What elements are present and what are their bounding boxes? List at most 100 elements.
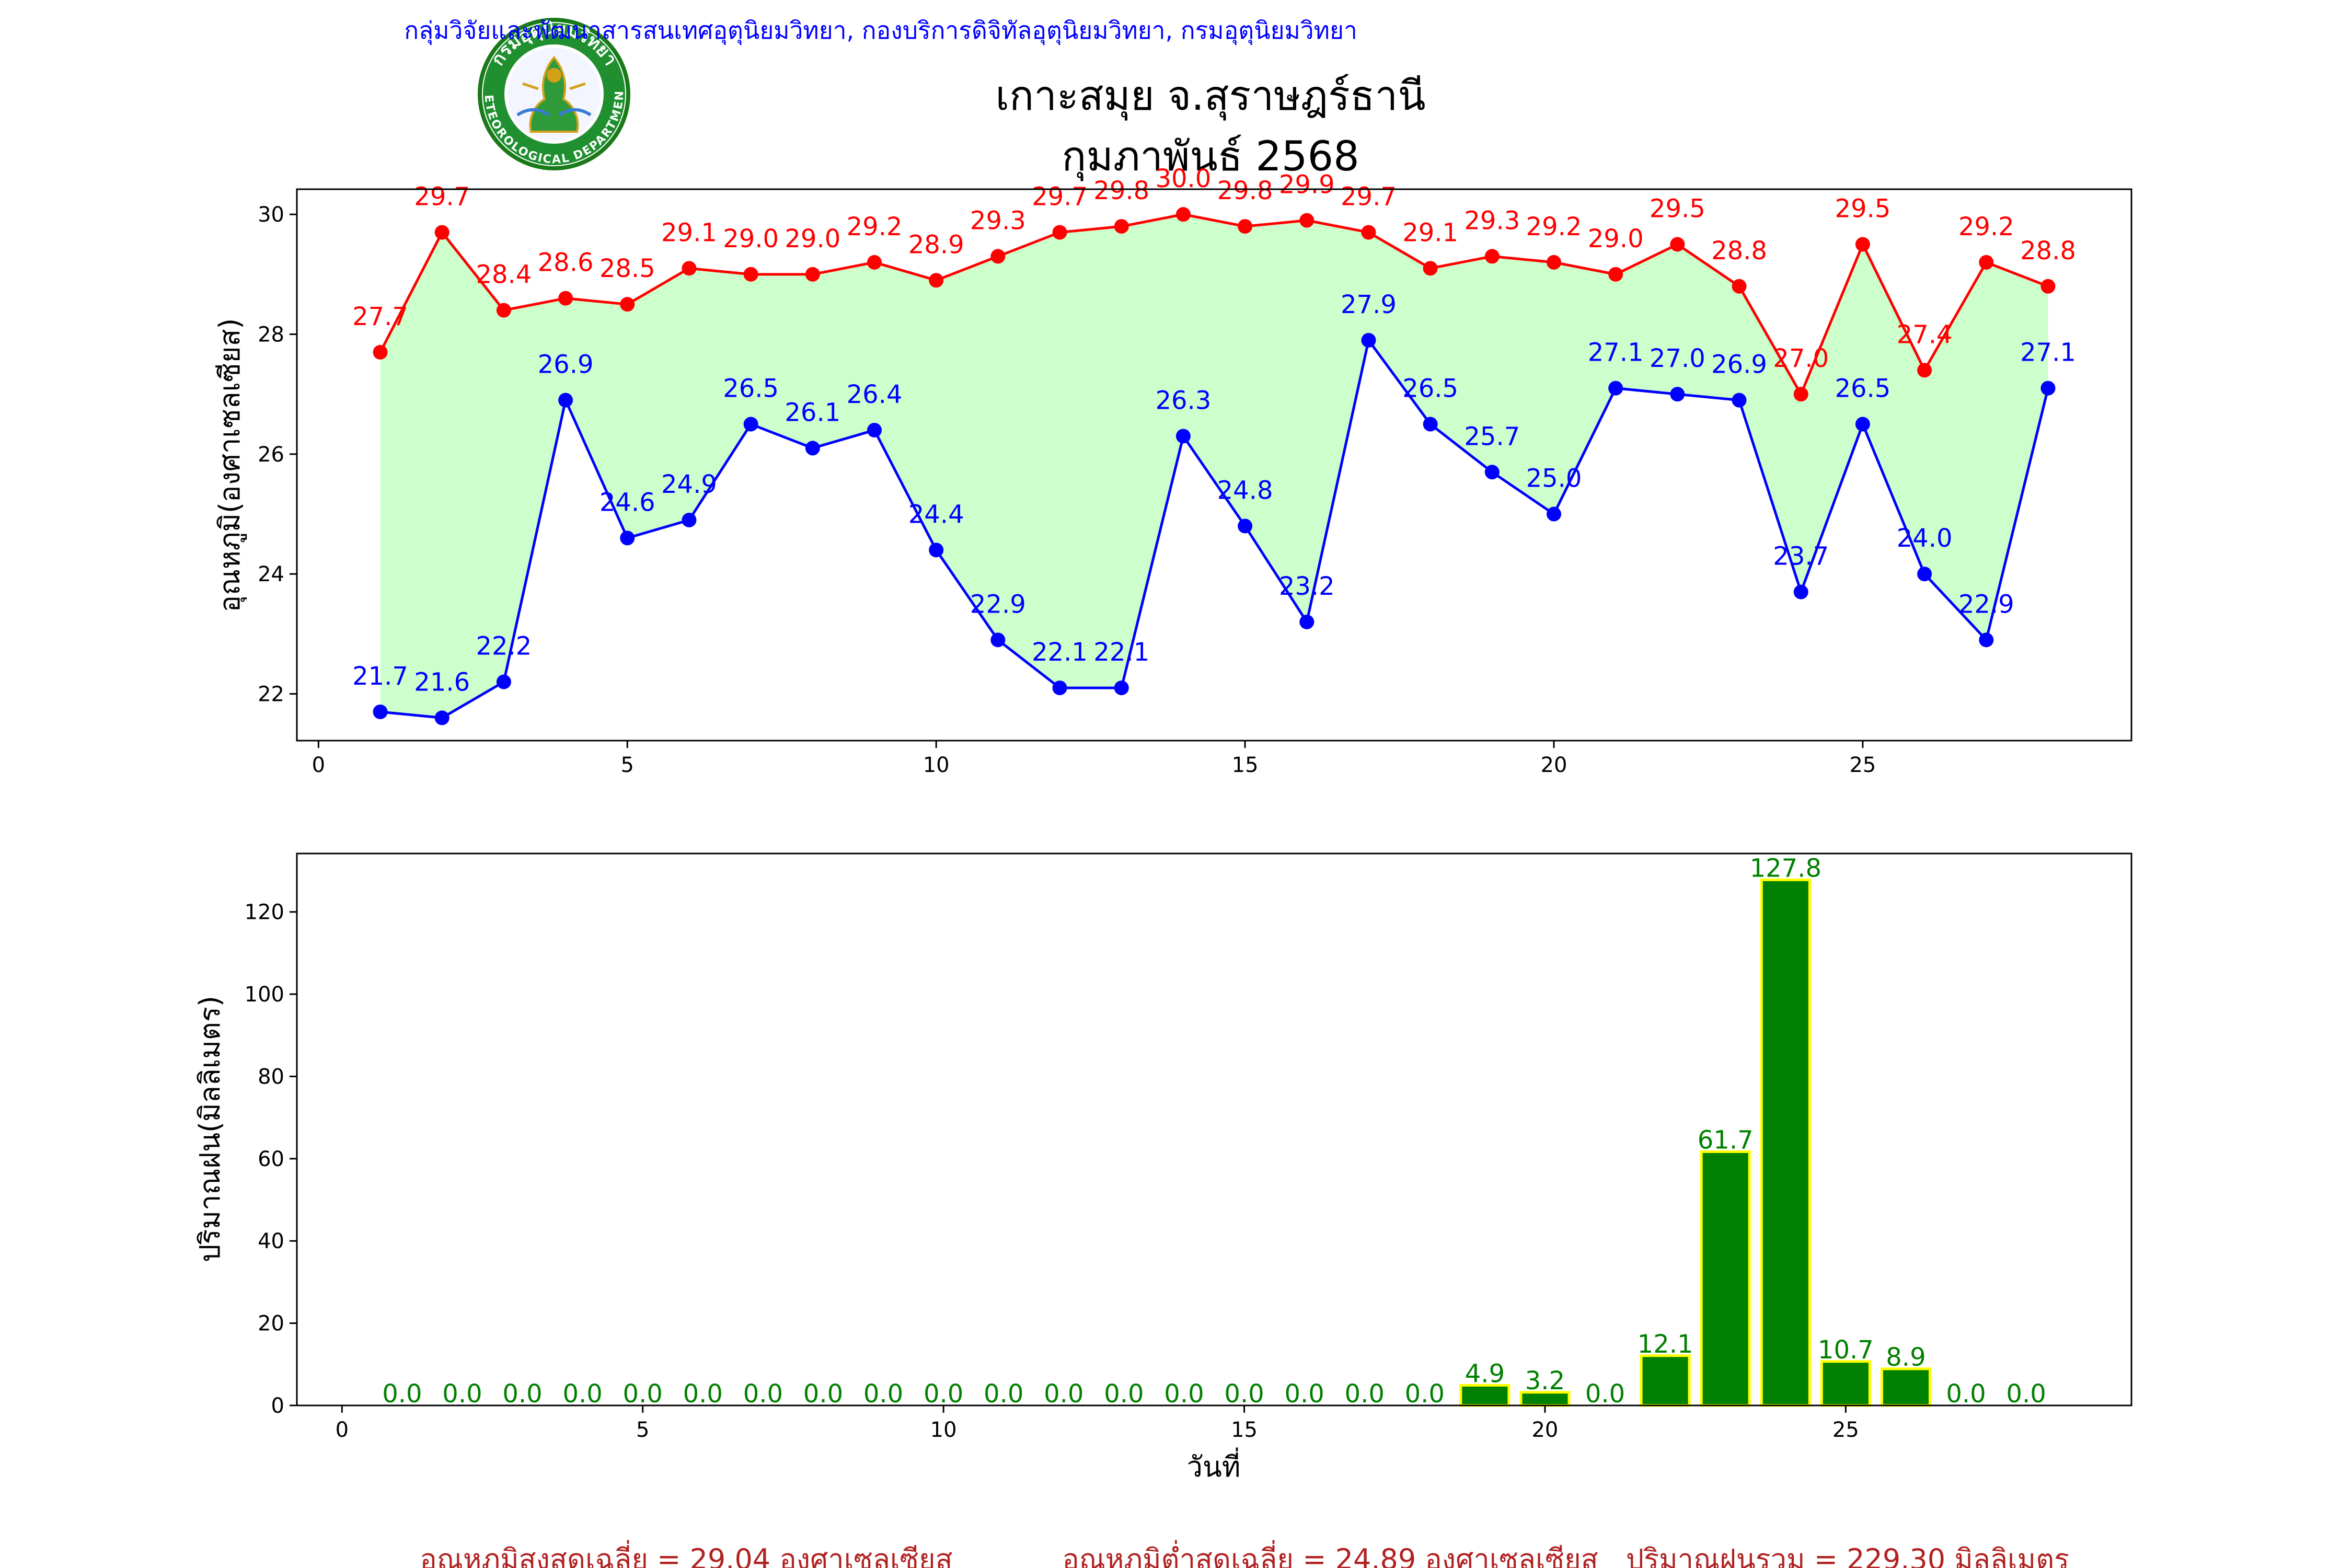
max-temperature-point — [1114, 219, 1129, 234]
max-temperature-label: 27.4 — [1897, 320, 1953, 349]
min-temperature-point — [1732, 393, 1747, 408]
x-tick-label: 10 — [930, 1418, 957, 1442]
min-temperature-point — [1114, 681, 1129, 696]
rainfall-label: 61.7 — [1698, 1125, 1754, 1155]
min-temperature-label: 27.1 — [2020, 338, 2076, 367]
rainfall-bar — [1760, 878, 1811, 1407]
max-temperature-label: 28.8 — [2020, 236, 2076, 266]
min-temperature-label: 26.4 — [847, 380, 903, 409]
x-tick-label: 5 — [636, 1418, 649, 1442]
y-tick-label: 20 — [258, 1312, 284, 1336]
min-temperature-point — [2040, 381, 2056, 396]
max-temperature-point — [620, 297, 635, 312]
max-temperature-point — [1917, 363, 1932, 378]
x-tick-label: 5 — [621, 753, 634, 777]
max-temperature-point — [929, 273, 944, 288]
org-line: กลุ่มวิจัยและพัฒนาสารสนเทศอุตุนิยมวิทยา,… — [404, 16, 1357, 45]
y-tick-label: 30 — [258, 203, 284, 227]
rainfall-label: 0.0 — [683, 1379, 723, 1409]
max-temperature-line — [379, 213, 2049, 397]
min-temperature-point — [1484, 465, 1500, 480]
rainfall-x-axis: 0 5 10 15 20 25 — [336, 1405, 1859, 1442]
max-temperature-point — [1855, 237, 1870, 252]
min-temperature-point — [1608, 381, 1623, 396]
max-temperature-point — [496, 303, 511, 318]
y-tick-label: 100 — [245, 983, 284, 1007]
x-tick-label: 0 — [312, 753, 325, 777]
rainfall-label: 127.8 — [1750, 854, 1821, 883]
min-temperature-label: 24.9 — [661, 470, 717, 499]
max-temperature-point — [558, 291, 573, 306]
min-temperature-label: 26.1 — [785, 398, 840, 427]
max-temperature-label: 27.0 — [1773, 344, 1829, 373]
rainfall-label: 0.0 — [1044, 1379, 1083, 1409]
max-temperature-label: 29.8 — [1093, 176, 1149, 205]
rainfall-label: 0.0 — [1345, 1379, 1385, 1409]
summary-avg-max: อุณหภูมิสูงสุดเฉลี่ย = 29.04 องศาเซลเซีย… — [420, 1540, 952, 1568]
max-temperature-label: 29.0 — [1588, 224, 1644, 253]
max-temperature-label: 29.7 — [1341, 182, 1397, 212]
rainfall-chart: 0.0 0.0 0.0 0.0 0.0 0.0 0.0 0.0 0.0 0.0 0.0 0.0 0.0 0… — [193, 852, 2132, 1483]
max-temperature-point — [1361, 225, 1376, 240]
rainfall-labels-layer: 0.0 0.0 0.0 0.0 0.0 0.0 0.0 0.0 0.0 0.0 0.0 0.0 0.0 0… — [382, 854, 2046, 1409]
min-temperature-point — [1917, 567, 1932, 582]
max-temperature-point — [1423, 261, 1438, 276]
max-temperature-label: 29.0 — [785, 224, 840, 253]
temperature-range-fill — [380, 214, 2048, 718]
min-temperature-point — [373, 704, 388, 719]
min-temperature-label: 24.4 — [908, 500, 964, 529]
min-temperature-point — [1670, 387, 1685, 402]
rainfall-bar — [1700, 1150, 1751, 1407]
x-tick-label: 20 — [1531, 1418, 1558, 1442]
max-temperature-point — [1608, 267, 1623, 282]
y-tick-label: 80 — [258, 1065, 284, 1089]
max-temperature-point — [1175, 207, 1191, 222]
max-temperature-label: 28.9 — [908, 230, 964, 259]
max-temperature-point — [1547, 255, 1561, 270]
y-tick-label: 28 — [258, 323, 284, 347]
max-temperature-point — [1052, 225, 1067, 240]
min-temperature-point — [1361, 332, 1376, 348]
min-temperature-point — [620, 531, 635, 546]
rainfall-label: 0.0 — [1164, 1379, 1204, 1409]
min-temperature-label: 26.3 — [1155, 386, 1211, 415]
max-temperature-point — [434, 225, 449, 240]
min-temperature-line — [380, 337, 2049, 719]
max-temperature-label: 29.5 — [1650, 194, 1705, 224]
min-temperature-point — [990, 632, 1006, 648]
rainfall-bar — [1640, 1354, 1691, 1407]
temperature-points-layer — [373, 207, 2056, 725]
rainfall-label: 0.0 — [442, 1379, 482, 1409]
min-temperature-label: 26.5 — [1835, 374, 1890, 403]
rainfall-bar — [1820, 1360, 1871, 1407]
y-tick-label: 22 — [258, 683, 284, 707]
min-temperature-label: 27.9 — [1341, 290, 1397, 319]
max-temperature-label: 29.3 — [970, 206, 1026, 235]
min-temperature-label: 22.2 — [476, 632, 532, 661]
max-temperature-point — [867, 255, 882, 270]
min-temperature-point — [743, 417, 758, 432]
max-temperature-label: 29.3 — [1464, 206, 1520, 235]
min-temperature-label: 22.9 — [970, 590, 1026, 619]
rainfall-label: 0.0 — [562, 1379, 602, 1409]
rainfall-label: 0.0 — [1104, 1379, 1144, 1409]
max-temperature-point — [1670, 237, 1685, 252]
min-temperature-label: 24.6 — [599, 488, 655, 517]
rainfall-label: 0.0 — [1946, 1379, 1986, 1409]
max-temperature-point — [373, 344, 388, 360]
min-temperature-label: 26.9 — [538, 350, 594, 379]
y-tick-label: 0 — [271, 1394, 284, 1418]
summary-total-rain: ปริมาณฝนรวม = 229.30 มิลลิเมตร — [1626, 1543, 2069, 1568]
max-temperature-label: 29.9 — [1279, 170, 1335, 200]
x-tick-label: 20 — [1541, 753, 1567, 777]
min-temperature-label: 21.6 — [414, 667, 470, 697]
rainfall-label: 0.0 — [1585, 1379, 1625, 1409]
station-title: เกาะสมุย จ.สุราษฎร์ธานี — [995, 73, 1425, 121]
rainfall-label: 4.9 — [1465, 1359, 1505, 1388]
y-tick-label: 60 — [258, 1147, 284, 1171]
x-tick-label: 0 — [336, 1418, 349, 1442]
temperature-x-axis: 0 5 10 15 20 25 — [312, 741, 1876, 777]
temperature-range-fill-layer — [380, 214, 2048, 718]
max-temperature-point — [990, 249, 1006, 264]
